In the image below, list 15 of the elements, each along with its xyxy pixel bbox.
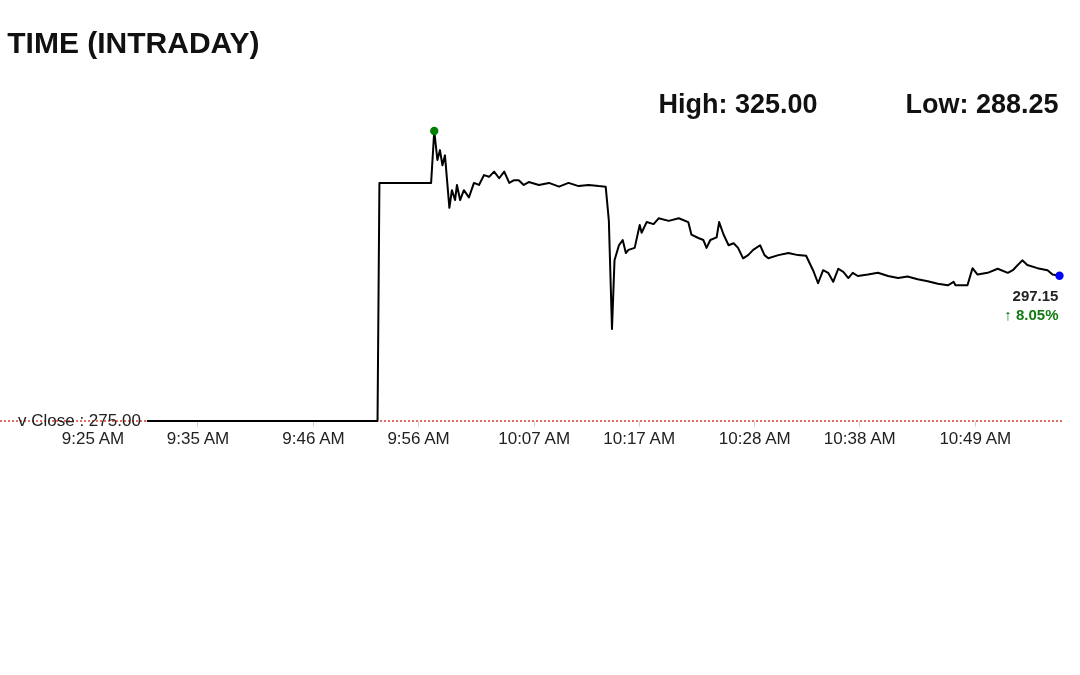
annotation: ↑ 8.05% xyxy=(1004,305,1059,323)
x-tick-label: 10:38 AM xyxy=(823,428,896,448)
x-tick-label: 9:25 AM xyxy=(61,428,125,448)
chart-title: TIME (INTRADAY) xyxy=(7,26,260,59)
x-tick-label: 9:46 AM xyxy=(282,428,345,448)
x-tick-label: 10:49 AM xyxy=(939,428,1012,448)
x-tick-label: 9:56 AM xyxy=(387,428,450,448)
x-tick-label: 10:28 AM xyxy=(718,428,791,448)
annotation: v Close : 275.00 xyxy=(17,411,141,430)
x-tick-label: 10:17 AM xyxy=(603,428,676,448)
x-tick-label: 10:07 AM xyxy=(498,428,571,448)
text: Low: 288.25 xyxy=(905,89,1059,119)
text: High: 325.00 xyxy=(658,89,818,119)
x-tick-label: 9:35 AM xyxy=(166,428,230,448)
annotation: 297.15 xyxy=(1012,286,1059,304)
